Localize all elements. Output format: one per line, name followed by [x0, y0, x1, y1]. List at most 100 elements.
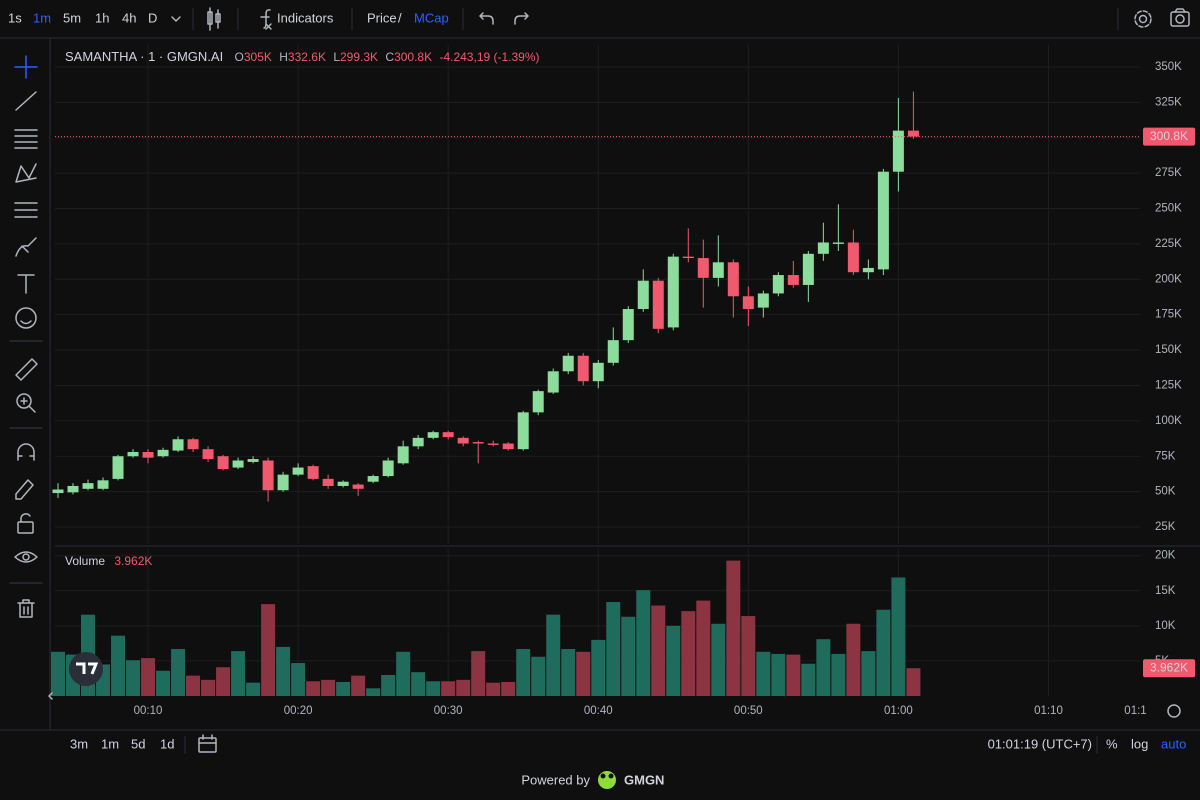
indicators-button[interactable]: Indicators: [277, 10, 334, 25]
candle-body: [787, 275, 799, 285]
candle-body: [67, 485, 79, 493]
volume-bar: [156, 670, 171, 696]
candle-body: [892, 130, 904, 172]
candle-body: [247, 459, 259, 462]
fib-tool[interactable]: [14, 129, 38, 149]
volume-title: Volume: [65, 554, 105, 568]
price-toggle[interactable]: Price: [367, 10, 397, 25]
candle-body: [772, 275, 784, 294]
goto-date-icon[interactable]: [198, 734, 217, 753]
dropdown-icon[interactable]: [171, 16, 181, 22]
auto-toggle[interactable]: auto: [1161, 736, 1186, 751]
pattern-tool[interactable]: [15, 163, 37, 183]
candle-body: [532, 391, 544, 413]
volume-bar: [606, 602, 621, 696]
change-value: -4.243,19 (-1.39%): [439, 50, 539, 64]
candle-body: [757, 293, 769, 308]
lock-drawings-tool[interactable]: [15, 479, 34, 500]
axis-settings-icon[interactable]: [1167, 704, 1181, 718]
undo-icon[interactable]: [479, 12, 494, 25]
timeframe[interactable]: 1h: [95, 10, 109, 25]
visibility-tool[interactable]: [14, 551, 38, 563]
candle-body: [907, 130, 919, 137]
y-tick-label: 275K: [1155, 167, 1182, 179]
candle-body: [742, 296, 754, 310]
text-tool[interactable]: [17, 274, 35, 294]
x-tick-label: 00:20: [284, 705, 313, 717]
candle-body: [367, 476, 379, 482]
zoom-tool[interactable]: [16, 393, 36, 413]
volume-bar: [771, 653, 786, 696]
candle-body: [322, 478, 334, 486]
candle-body: [277, 474, 289, 491]
volume-bar: [576, 651, 591, 696]
ruler-tool[interactable]: [15, 358, 38, 381]
x-tick-label: 01:1: [1124, 705, 1146, 717]
price-tag-bg: [1143, 127, 1195, 146]
log-toggle[interactable]: log: [1131, 736, 1148, 751]
timeframe[interactable]: 1m: [33, 10, 51, 25]
y-tick-label: 325K: [1155, 96, 1182, 108]
timeframe[interactable]: 1s: [8, 10, 22, 25]
remove-tool[interactable]: [17, 599, 35, 618]
magnet-tool[interactable]: [17, 443, 35, 461]
timeframe[interactable]: 4h: [122, 10, 136, 25]
lock-tool[interactable]: [17, 513, 34, 534]
candle-type-icon[interactable]: [207, 7, 221, 31]
volume-bar: [246, 682, 261, 696]
y-tick-label: 250K: [1155, 203, 1182, 215]
scroll-left[interactable]: [48, 692, 53, 700]
mcap-toggle[interactable]: MCap: [414, 10, 449, 25]
candle-body: [127, 451, 139, 457]
crosshair-tool[interactable]: [14, 55, 38, 79]
volume-bar: [621, 616, 636, 696]
low-value: 299.3K: [340, 50, 378, 64]
candle-body: [52, 489, 64, 494]
y-tick-label: 25K: [1155, 521, 1176, 533]
candle-body: [802, 253, 814, 285]
range-button[interactable]: 5d: [131, 736, 145, 751]
x-tick-label: 00:30: [434, 705, 463, 717]
range-button[interactable]: 1m: [101, 736, 119, 751]
y-tick-label: 225K: [1155, 238, 1182, 250]
candle-body: [382, 460, 394, 477]
volume-bar: [366, 688, 381, 696]
x-tick-label: 01:10: [1034, 705, 1063, 717]
candle-body: [82, 483, 94, 489]
timeframe[interactable]: D: [148, 10, 157, 25]
trendline-tool[interactable]: [15, 91, 37, 111]
volume-bar: [261, 604, 276, 696]
range-button[interactable]: 1d: [160, 736, 174, 751]
y-tick-label: 150K: [1155, 344, 1182, 356]
indicators-icon[interactable]: [260, 9, 272, 30]
volume-bar: [141, 658, 156, 696]
drawing-toolbar: [9, 55, 43, 618]
icon-tool[interactable]: [15, 307, 37, 329]
volume-bar: [381, 674, 396, 696]
volume-bar: [411, 672, 426, 696]
settings-icon[interactable]: [1134, 10, 1152, 28]
x-tick-label: 01:00: [884, 705, 913, 717]
volume-bar: [321, 679, 336, 696]
volume-bar: [666, 625, 681, 696]
candle-body: [412, 437, 424, 447]
volume-bar: [501, 681, 516, 696]
volume-bar: [591, 639, 606, 696]
volume-bar: [816, 639, 831, 696]
redo-icon[interactable]: [514, 12, 529, 25]
candle-body: [217, 456, 229, 469]
volume-bar: [111, 635, 126, 696]
volume-bar: [801, 663, 816, 696]
volume-bar: [696, 600, 711, 696]
percent-toggle[interactable]: %: [1106, 736, 1118, 751]
candle-body: [607, 340, 619, 363]
candle-body: [352, 484, 364, 489]
screenshot-icon[interactable]: [1170, 8, 1190, 27]
projection-tool[interactable]: [14, 202, 38, 218]
timeframe[interactable]: 5m: [63, 10, 81, 25]
brush-tool[interactable]: [15, 237, 37, 257]
candle-body: [337, 481, 349, 486]
candle-body: [307, 466, 319, 479]
range-button[interactable]: 3m: [70, 736, 88, 751]
